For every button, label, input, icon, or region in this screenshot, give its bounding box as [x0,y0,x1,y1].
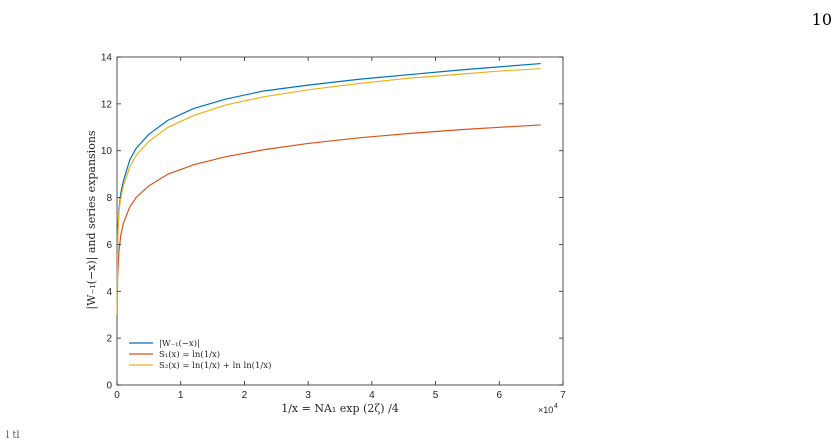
legend-entry-1: |W₋₁(−x)| [159,338,200,349]
x-tick-label: 6 [497,390,503,401]
x-axis-multiplier: ×10 4 [538,403,558,415]
page-number: 10 [811,10,832,29]
legend-entry-2: S₁(x) = ln(1/x) [159,349,220,360]
y-tick-label: 14 [101,53,113,64]
x-tick-label: 2 [242,390,248,401]
y-tick-label: 6 [106,240,112,251]
series-line-3 [116,68,541,315]
x-multiplier-exponent: 4 [554,403,558,410]
y-tick-label: 0 [106,381,112,392]
legend-entry-3: S₂(x) = ln(1/x) + ln ln(1/x) [159,360,271,371]
legend: |W₋₁(−x)|S₁(x) = ln(1/x)S₂(x) = ln(1/x) … [129,338,271,371]
x-tick-label: 5 [433,390,439,401]
x-axis-label: 1/x = NA₁ exp (2ζ) /4 [281,402,399,415]
y-axis-label: |W₋₁(−x)| and series expansions [85,130,99,309]
page-footnote: l tl [6,430,20,441]
x-tick-label: 0 [114,390,120,401]
x-tick-label: 7 [560,390,566,401]
x-tick-label: 1 [178,390,184,401]
x-tick-label: 3 [305,390,311,401]
y-tick-label: 10 [101,146,113,157]
x-multiplier-base: ×10 [538,405,553,415]
series-line-2 [116,124,541,315]
series-line-1 [116,62,541,315]
plot-area [116,56,564,386]
y-tick-label: 4 [106,287,112,298]
y-tick-label: 12 [101,99,113,110]
plot-frame [116,56,564,386]
y-tick-label: 8 [106,193,112,204]
series-layer [116,62,541,315]
y-tick-label: 2 [106,334,112,345]
x-tick-label: 4 [369,390,375,401]
